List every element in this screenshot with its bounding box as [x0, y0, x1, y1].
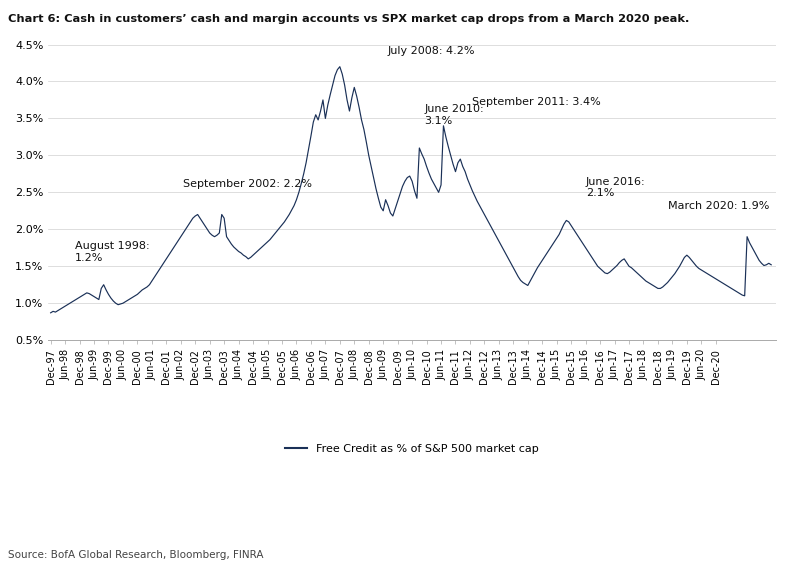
Text: June 2016:
2.1%: June 2016: 2.1% [586, 177, 646, 198]
Text: September 2002: 2.2%: September 2002: 2.2% [183, 179, 312, 189]
Legend: Free Credit as % of S&P 500 market cap: Free Credit as % of S&P 500 market cap [281, 440, 543, 459]
Text: September 2011: 3.4%: September 2011: 3.4% [472, 98, 601, 107]
Text: July 2008: 4.2%: July 2008: 4.2% [388, 45, 475, 56]
Text: March 2020: 1.9%: March 2020: 1.9% [667, 201, 769, 211]
Text: June 2010:
3.1%: June 2010: 3.1% [424, 104, 484, 126]
Text: August 1998:
1.2%: August 1998: 1.2% [74, 241, 150, 263]
Text: Source: BofA Global Research, Bloomberg, FINRA: Source: BofA Global Research, Bloomberg,… [8, 550, 263, 560]
Text: Chart 6: Cash in customers’ cash and margin accounts vs SPX market cap drops fro: Chart 6: Cash in customers’ cash and mar… [8, 14, 690, 24]
